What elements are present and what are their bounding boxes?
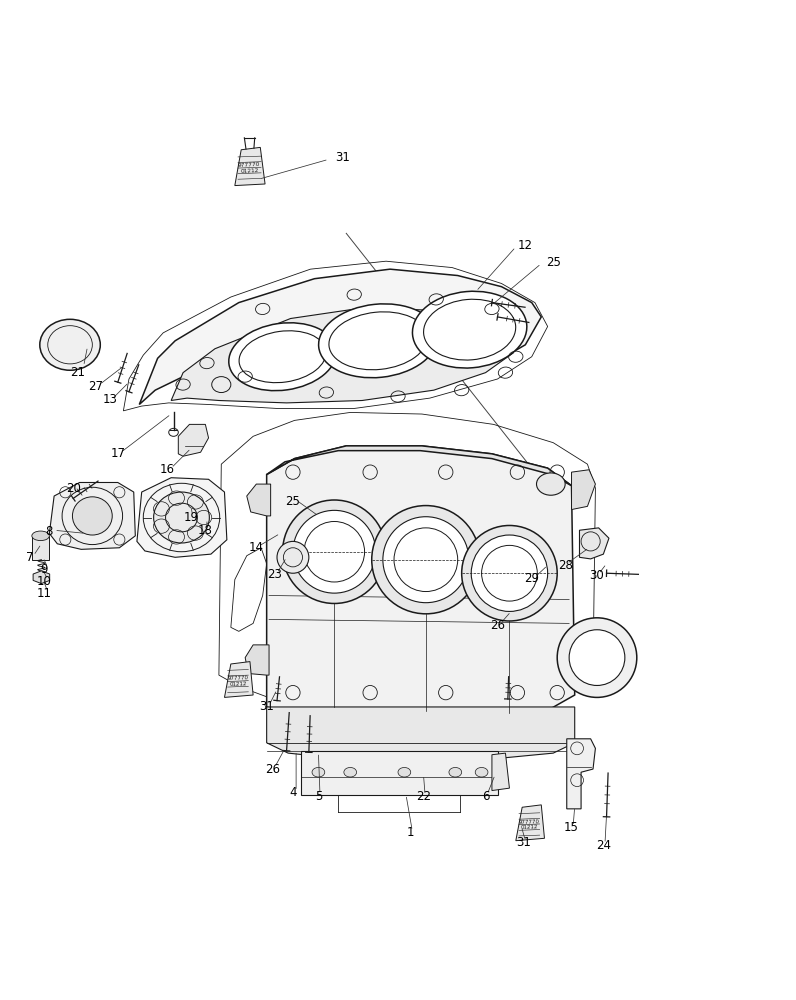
Text: 31: 31	[517, 836, 531, 849]
Text: 977770
01212: 977770 01212	[238, 162, 260, 174]
Polygon shape	[224, 662, 253, 697]
Text: 977770
01212: 977770 01212	[519, 819, 540, 831]
Text: 17: 17	[111, 447, 125, 460]
Text: 21: 21	[71, 366, 85, 379]
Polygon shape	[267, 446, 575, 723]
Ellipse shape	[398, 767, 411, 777]
Text: 8: 8	[45, 525, 53, 538]
Text: 26: 26	[490, 619, 505, 632]
Ellipse shape	[557, 618, 637, 697]
Polygon shape	[492, 753, 509, 791]
Ellipse shape	[283, 500, 386, 603]
Polygon shape	[171, 307, 513, 403]
Text: 11: 11	[37, 587, 51, 600]
Polygon shape	[178, 424, 209, 456]
Text: 6: 6	[482, 790, 490, 803]
Ellipse shape	[462, 525, 557, 621]
Polygon shape	[267, 446, 572, 486]
Ellipse shape	[32, 531, 49, 541]
Ellipse shape	[344, 767, 357, 777]
Ellipse shape	[277, 541, 309, 573]
Text: 28: 28	[558, 559, 572, 572]
Text: 4: 4	[289, 786, 297, 799]
Bar	[32, 536, 49, 560]
Polygon shape	[516, 805, 544, 841]
Polygon shape	[139, 269, 541, 404]
Text: 19: 19	[184, 511, 198, 524]
Text: 22: 22	[416, 790, 431, 803]
Text: 25: 25	[286, 495, 300, 508]
Polygon shape	[49, 482, 135, 549]
Polygon shape	[247, 484, 271, 516]
Text: 15: 15	[564, 821, 579, 834]
Ellipse shape	[569, 630, 625, 685]
Polygon shape	[267, 707, 575, 761]
Ellipse shape	[471, 535, 548, 611]
Ellipse shape	[228, 323, 337, 391]
Text: 29: 29	[525, 572, 539, 585]
Ellipse shape	[312, 767, 325, 777]
Polygon shape	[137, 478, 227, 557]
Text: 12: 12	[518, 239, 533, 252]
Ellipse shape	[412, 291, 527, 368]
Polygon shape	[231, 548, 267, 631]
Text: 26: 26	[265, 763, 279, 776]
Text: 18: 18	[198, 524, 213, 537]
Text: 10: 10	[37, 575, 51, 588]
Ellipse shape	[383, 517, 469, 603]
Ellipse shape	[449, 767, 462, 777]
Polygon shape	[579, 528, 609, 559]
Ellipse shape	[40, 319, 100, 370]
Text: 5: 5	[314, 790, 322, 803]
Text: 31: 31	[335, 151, 349, 164]
Text: 7: 7	[26, 551, 34, 564]
Text: 16: 16	[160, 463, 174, 476]
Text: 9: 9	[40, 563, 48, 576]
Ellipse shape	[475, 767, 488, 777]
Ellipse shape	[72, 497, 112, 535]
Ellipse shape	[293, 510, 376, 593]
Polygon shape	[245, 645, 269, 675]
Text: 31: 31	[259, 700, 274, 713]
Ellipse shape	[318, 304, 438, 378]
Polygon shape	[567, 739, 595, 809]
Polygon shape	[235, 147, 265, 186]
Text: 25: 25	[546, 256, 560, 269]
Ellipse shape	[537, 473, 565, 495]
Text: 23: 23	[267, 568, 282, 581]
Text: 24: 24	[596, 839, 611, 852]
Text: 1: 1	[406, 826, 414, 839]
Ellipse shape	[372, 506, 480, 614]
Text: 977770
01212: 977770 01212	[228, 676, 248, 687]
Polygon shape	[33, 571, 49, 584]
Text: 14: 14	[249, 541, 263, 554]
Text: 27: 27	[88, 380, 103, 393]
Bar	[301, 751, 498, 795]
Polygon shape	[572, 653, 595, 685]
Polygon shape	[572, 470, 595, 510]
Text: 30: 30	[590, 569, 604, 582]
Text: 20: 20	[66, 482, 80, 495]
Ellipse shape	[154, 492, 209, 543]
Text: 13: 13	[103, 393, 117, 406]
